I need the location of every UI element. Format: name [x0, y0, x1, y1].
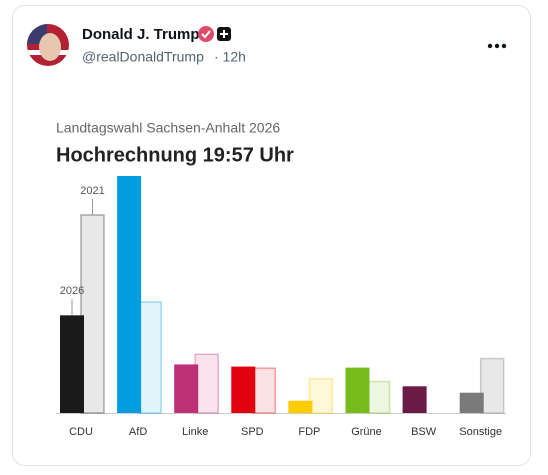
x-tick-label: CDU	[69, 426, 93, 438]
bar	[60, 315, 84, 413]
bar	[174, 364, 199, 413]
chart-title: Hochrechnung 19:57 Uhr	[56, 144, 294, 166]
bar	[345, 367, 370, 413]
bar	[80, 214, 105, 414]
series-label: 2021	[80, 185, 104, 197]
x-tick-label: FDP	[298, 426, 320, 438]
bar	[137, 301, 162, 414]
bar	[117, 176, 142, 413]
bar	[365, 380, 391, 414]
x-tick-label: AfD	[129, 426, 147, 438]
handle[interactable]: @realDonaldTrump	[82, 49, 204, 65]
bar	[459, 392, 484, 413]
avatar[interactable]	[27, 24, 69, 66]
timestamp[interactable]: · 12h	[214, 49, 246, 65]
bar	[402, 386, 427, 413]
chart-subtitle: Landtagswahl Sachsen-Anhalt 2026	[56, 120, 280, 136]
x-tick-label: BSW	[411, 426, 437, 438]
author-name[interactable]: Donald J. Trump	[82, 26, 200, 43]
bar	[231, 366, 256, 413]
plus-icon	[220, 30, 228, 38]
bar	[308, 378, 334, 414]
bar	[251, 367, 277, 414]
badge-check	[201, 30, 211, 39]
more-menu[interactable]	[487, 43, 507, 49]
bar	[288, 400, 313, 413]
verified-badge	[198, 26, 214, 42]
x-tick-label: Grüne	[351, 426, 382, 438]
x-tick-label: SPD	[241, 426, 264, 438]
bar	[479, 357, 505, 414]
bar	[194, 353, 219, 414]
series-label: 2026	[60, 285, 84, 297]
x-tick-label: Linke	[182, 426, 208, 438]
x-tick-label: Sonstige	[459, 426, 502, 438]
